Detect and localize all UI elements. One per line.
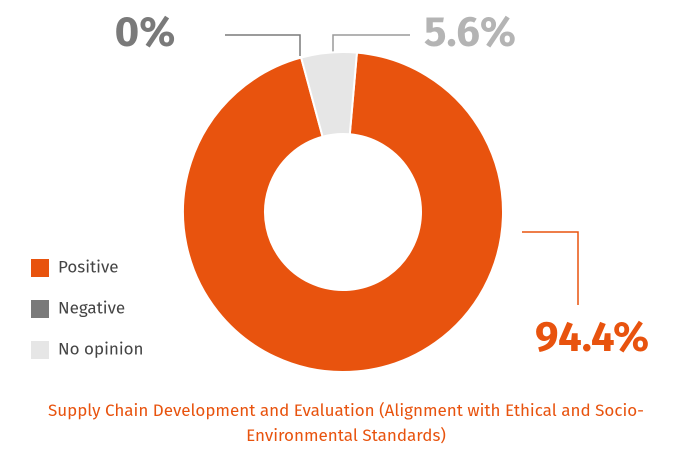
- leader-line: [332, 34, 410, 56]
- legend-label: Positive: [58, 256, 119, 277]
- data-label: 5.6%: [424, 8, 516, 58]
- legend-swatch: [31, 300, 49, 318]
- legend-label: Negative: [58, 297, 125, 318]
- data-label: 94.4%: [535, 313, 649, 363]
- leader-line: [522, 231, 579, 305]
- slice: [299, 51, 359, 138]
- legend-swatch: [31, 259, 49, 277]
- legend-label: No opinion: [58, 338, 144, 359]
- leader-line: [225, 34, 301, 56]
- data-label: 0%: [115, 8, 176, 58]
- legend-swatch: [31, 341, 49, 359]
- slice: [182, 51, 504, 373]
- chart-title: Supply Chain Development and Evaluation …: [47, 400, 645, 446]
